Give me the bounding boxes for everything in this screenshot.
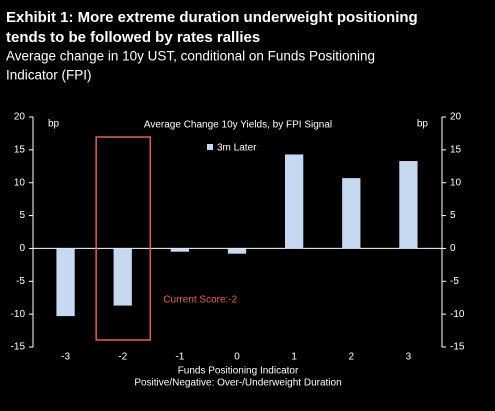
y-tick-label: 20 (14, 112, 26, 123)
bar (285, 154, 304, 249)
y-tick-label: 15 (14, 144, 26, 155)
y2-tick-label: -10 (450, 309, 465, 320)
y-tick-label: -15 (11, 342, 26, 353)
chart-title: tends to be followed by rates rallies (6, 29, 260, 46)
bar (56, 248, 75, 317)
x-tick-label: -2 (118, 352, 127, 363)
x-tick-label: -3 (61, 352, 70, 363)
x-tick-label: 0 (234, 352, 240, 363)
y-tick-label: -10 (11, 309, 26, 320)
annotation: Current Score:-2 (163, 295, 237, 306)
bar (170, 248, 189, 252)
bar (113, 248, 132, 306)
legend-label: 3m Later (217, 143, 257, 154)
y2-tick-label: -5 (450, 276, 459, 287)
x-tick-label: -1 (175, 352, 184, 363)
x-tick-label: 2 (349, 352, 355, 363)
y-tick-label: 5 (19, 210, 25, 221)
bar (227, 248, 247, 254)
y-tick-label: 10 (14, 177, 26, 188)
y2-tick-label: 10 (450, 177, 462, 188)
y-unit: bp (48, 119, 60, 130)
y2-tick-label: 5 (450, 210, 456, 221)
y-tick-label: -5 (16, 276, 25, 287)
y2-tick-label: 15 (450, 144, 462, 155)
x-tick-label: 1 (291, 352, 297, 363)
highlight-box (95, 136, 152, 341)
bar (399, 161, 418, 249)
y2-tick-label: 0 (450, 243, 456, 254)
x-axis-label: Funds Positioning Indicator (178, 366, 299, 377)
y2-tick-label: 20 (450, 112, 462, 123)
x-axis-label: Positive/Negative: Over-/Underweight Dur… (134, 378, 341, 389)
chart-title: Exhibit 1: More extreme duration underwe… (6, 9, 418, 26)
bar (342, 178, 361, 249)
legend-swatch (207, 144, 213, 150)
plot-title: Average Change 10y Yields, by FPI Signal (144, 120, 332, 131)
y2-unit: bp (417, 119, 429, 130)
y2-tick-label: -15 (450, 342, 465, 353)
chart-subtitle: Indicator (FPI) (6, 68, 92, 83)
x-tick-label: 3 (406, 352, 412, 363)
y-tick-label: 0 (19, 243, 25, 254)
chart-subtitle: Average change in 10y UST, conditional o… (6, 49, 375, 64)
